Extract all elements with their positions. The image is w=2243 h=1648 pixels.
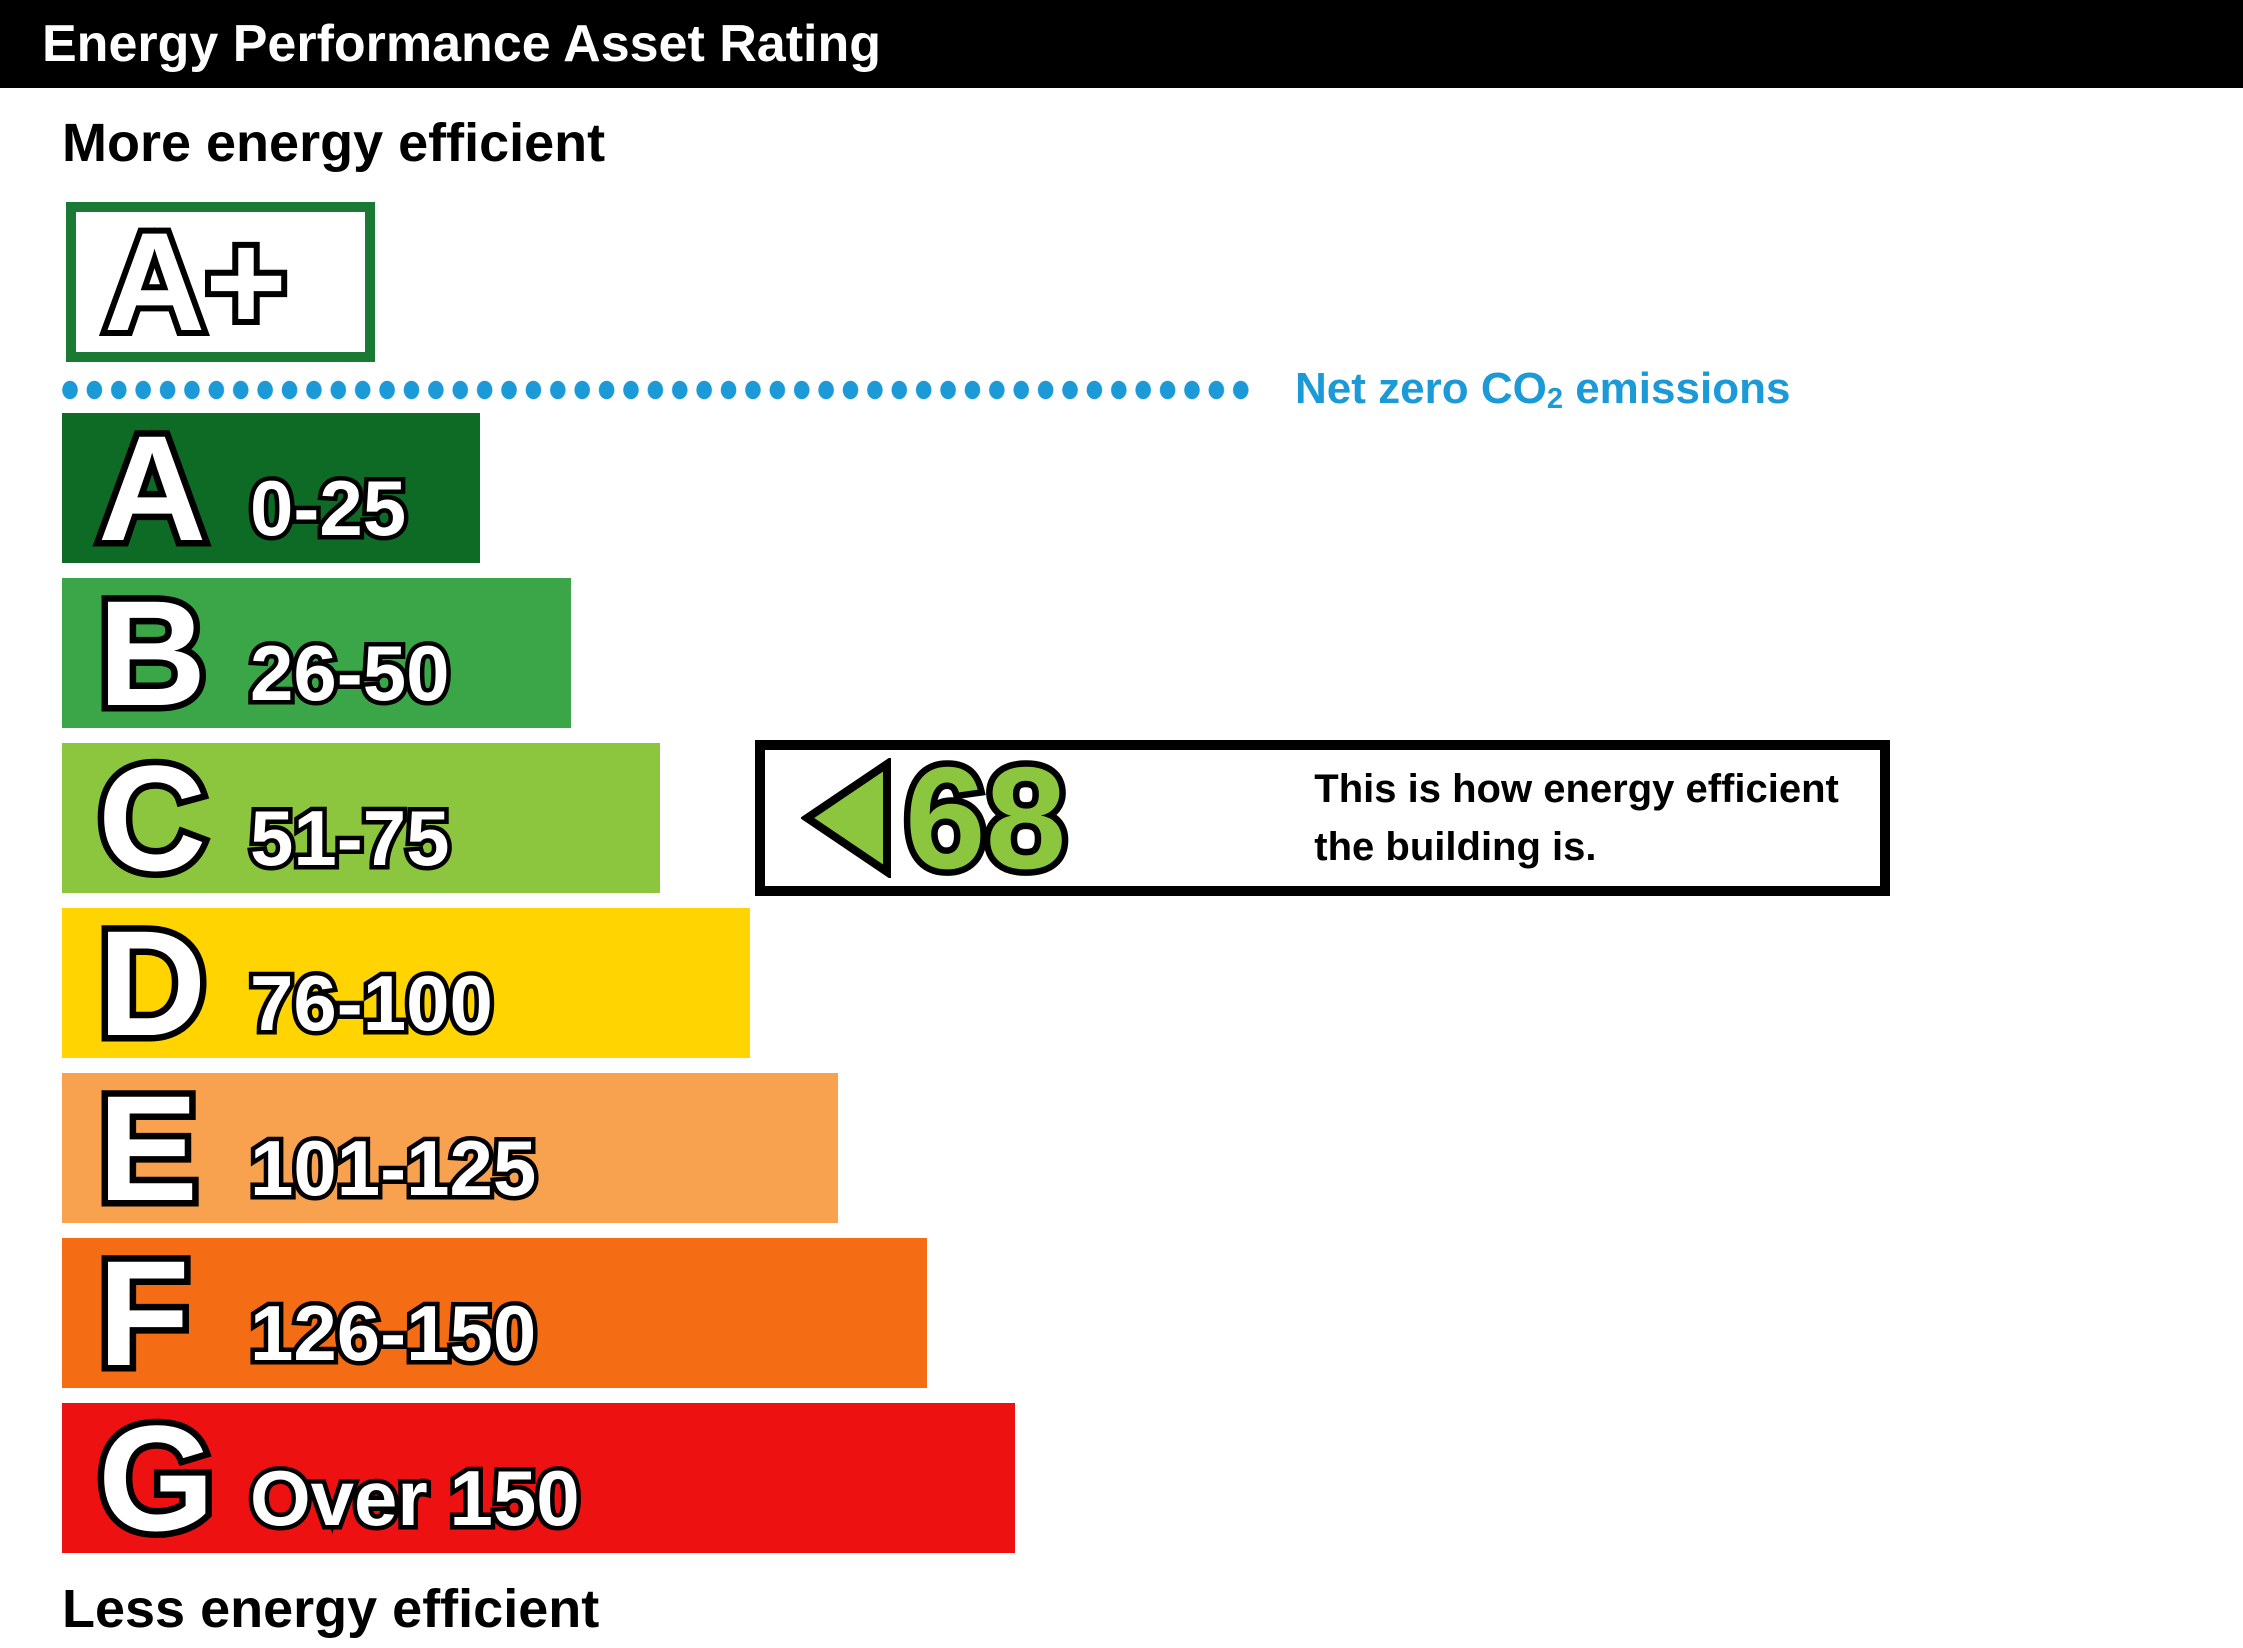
band-f: F 126-150 <box>62 1238 927 1388</box>
band-d: D 76-100 <box>62 908 750 1058</box>
band-f-range: 126-150 <box>250 1294 537 1372</box>
band-e-letter: E <box>98 1073 250 1223</box>
rating-arrow-icon <box>801 758 891 878</box>
band-c: C 51-75 <box>62 743 660 893</box>
more-efficient-label: More energy efficient <box>62 113 606 173</box>
band-b-range: 26-50 <box>250 634 450 712</box>
band-d-range: 76-100 <box>250 964 493 1042</box>
band-e-range: 101-125 <box>250 1129 537 1207</box>
band-a: A 0-25 <box>62 413 480 563</box>
netzero-dotted-line <box>62 379 1255 401</box>
band-a-letter: A <box>98 413 250 563</box>
netzero-text-suffix: emissions <box>1562 364 1791 413</box>
netzero-subscript: 2 <box>1546 383 1563 416</box>
aplus-label: A+ <box>104 212 287 353</box>
rating-value: 68 <box>905 745 1067 891</box>
band-e: E 101-125 <box>62 1073 838 1223</box>
page-title: Energy Performance Asset Rating <box>42 15 882 73</box>
band-b-letter: B <box>98 578 250 728</box>
aplus-band: A+ <box>66 202 375 362</box>
band-d-letter: D <box>98 908 250 1058</box>
band-g-range: Over 150 <box>250 1459 580 1537</box>
band-b: B 26-50 <box>62 578 571 728</box>
band-g-letter: G <box>98 1403 250 1553</box>
less-efficient-label: Less energy efficient <box>62 1579 600 1639</box>
header-bar: Energy Performance Asset Rating <box>0 0 2243 88</box>
band-g: G Over 150 <box>62 1403 1015 1553</box>
band-c-letter: C <box>98 743 250 893</box>
rating-indicator: 68 This is how energy efficient the buil… <box>755 740 1890 896</box>
band-c-range: 51-75 <box>250 799 450 877</box>
rating-description: This is how energy efficient the buildin… <box>1314 760 1839 876</box>
band-a-range: 0-25 <box>250 469 406 547</box>
rating-description-line2: the building is. <box>1314 825 1597 869</box>
netzero-text-prefix: Net zero CO <box>1295 364 1547 413</box>
rating-description-line1: This is how energy efficient <box>1314 767 1839 811</box>
netzero-label: Net zero CO2 emissions <box>1295 364 1791 416</box>
band-f-letter: F <box>98 1238 250 1388</box>
